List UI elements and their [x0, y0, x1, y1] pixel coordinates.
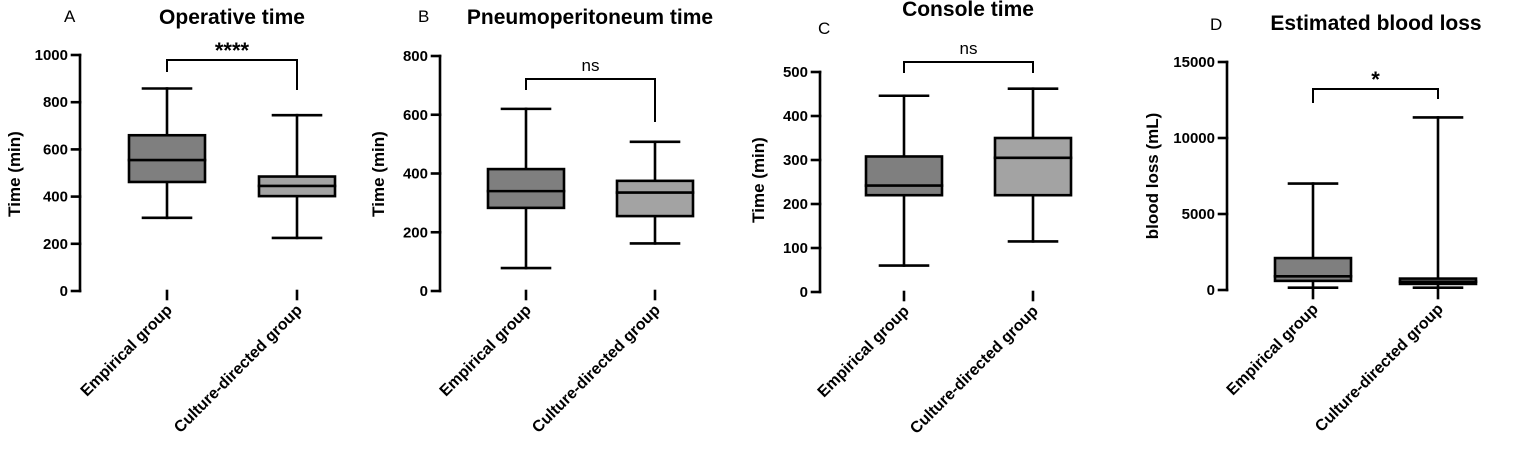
- panel-a: A Operative time Time (min): [5, 6, 305, 217]
- y-tick-label-b: 200: [403, 224, 428, 241]
- y-tick-label-b: 600: [403, 107, 428, 124]
- x-category-label: Culture-directed group: [529, 302, 664, 437]
- y-tick-label-a: 800: [43, 94, 68, 111]
- y-tick-label-b: 0: [420, 283, 428, 300]
- bracket-line: [166, 59, 298, 90]
- y-tick-label-b: 400: [403, 166, 428, 183]
- significance-bracket-c: ns: [903, 39, 1034, 73]
- y-tick-label-d: 0: [1207, 282, 1215, 299]
- y-tick-label-a: 200: [43, 236, 68, 253]
- x-category-label: Culture-directed group: [171, 302, 306, 437]
- y-tick-label-a: 0: [60, 283, 68, 300]
- plot-a: 0 200 400 600 800 1000 Empirical groupCulture-…: [35, 38, 337, 437]
- significance-label: ****: [215, 38, 250, 63]
- y-tick-label-c: 0: [800, 284, 808, 301]
- plot-b: 0 200 400 600 800 Empirical groupCulture-dire…: [403, 48, 695, 437]
- y-tick-label-a: 400: [43, 189, 68, 206]
- bracket-line: [903, 61, 1034, 73]
- significance-label: *: [1371, 67, 1380, 92]
- box-iqr: [864, 155, 944, 197]
- panel-letter-a: A: [64, 7, 76, 26]
- box-c-culture-directed-group: Culture-directed group: [907, 87, 1073, 438]
- x-category-label: Empirical group: [78, 302, 176, 400]
- box-d-empirical-group: Empirical group: [1224, 182, 1353, 399]
- significance-label: ns: [960, 39, 978, 58]
- plot-c: 0 100 200 300 400 500 Empirical groupCulture-d…: [783, 39, 1073, 438]
- x-category-label: Empirical group: [815, 303, 913, 401]
- y-axis-label-d: blood loss (mL): [1143, 113, 1162, 240]
- box-b-empirical-group: Empirical group: [437, 107, 566, 400]
- y-tick-label-c: 100: [783, 240, 808, 257]
- panel-letter-d: D: [1210, 15, 1222, 34]
- y-tick-label-b: 800: [403, 48, 428, 65]
- y-tick-label-a: 1000: [35, 47, 68, 64]
- chart-title-a: Operative time: [159, 6, 305, 29]
- x-category-label: Culture-directed group: [1312, 301, 1447, 436]
- significance-label: ns: [582, 56, 600, 75]
- panel-letter-c: C: [818, 19, 830, 38]
- box-iqr: [127, 133, 207, 184]
- panel-c: C Console time Time (min): [749, 0, 1034, 223]
- box-c-empirical-group: Empirical group: [815, 94, 944, 401]
- y-tick-label-c: 200: [783, 196, 808, 213]
- chart-title-b: Pneumoperitoneum time: [467, 6, 713, 29]
- y-tick-label-d: 10000: [1173, 130, 1215, 147]
- panel-d: D Estimated blood loss blood loss (mL): [1143, 12, 1482, 239]
- x-category-label: Empirical group: [437, 302, 535, 400]
- plot-d: 0 5000 10000 15000 Empirical groupCulture-di…: [1173, 54, 1478, 436]
- y-tick-label-c: 300: [783, 152, 808, 169]
- x-category-label: Culture-directed group: [907, 303, 1042, 438]
- panel-b: B Pneumoperitoneum time Time (min): [369, 6, 713, 217]
- chart-title-d: Estimated blood loss: [1270, 12, 1481, 35]
- y-tick-label-c: 400: [783, 108, 808, 125]
- y-axis-label-b: Time (min): [369, 131, 388, 217]
- box-iqr: [615, 179, 695, 218]
- x-category-label: Empirical group: [1224, 301, 1322, 399]
- significance-bracket-a: ****: [166, 38, 298, 90]
- panel-letter-b: B: [418, 7, 429, 26]
- bracket-line: [1312, 88, 1439, 103]
- box-iqr: [486, 167, 566, 210]
- box-iqr: [993, 136, 1073, 197]
- y-tick-label-d: 5000: [1182, 206, 1215, 223]
- box-a-empirical-group: Empirical group: [78, 87, 207, 400]
- bracket-line: [525, 78, 656, 122]
- y-tick-label-c: 500: [783, 64, 808, 81]
- significance-bracket-d: *: [1312, 67, 1439, 103]
- y-tick-label-a: 600: [43, 141, 68, 158]
- significance-bracket-b: ns: [525, 56, 656, 122]
- y-tick-label-d: 15000: [1173, 54, 1215, 71]
- y-axis-label-a: Time (min): [5, 131, 24, 217]
- y-axis-label-c: Time (min): [749, 137, 768, 223]
- chart-title-c: Console time: [902, 0, 1034, 21]
